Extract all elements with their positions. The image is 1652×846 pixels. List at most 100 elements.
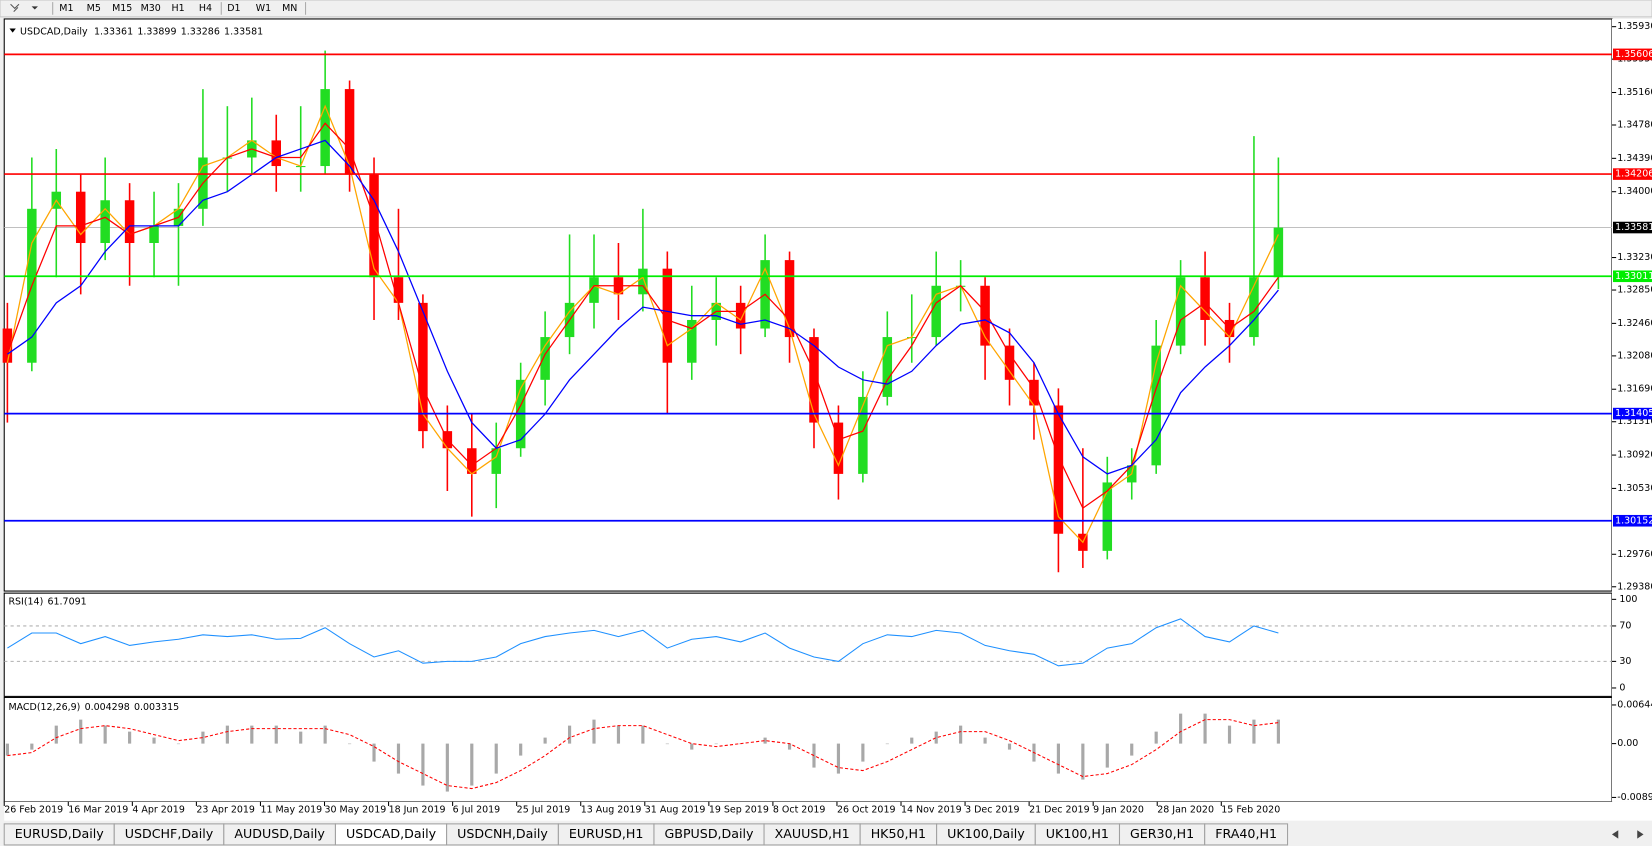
macd-bar [665,743,669,745]
level-label: 1.35606 [1615,49,1652,60]
y-tick-label: 1.32080 [1617,350,1652,361]
tab[interactable]: FRA40,H1 [1204,823,1289,846]
timeframe-button[interactable]: H1 [171,3,184,14]
tab-scroll[interactable] [1611,830,1644,839]
timeframe-button[interactable]: M1 [59,3,73,14]
toolbar-icon[interactable] [10,3,20,12]
y-tick-label: 1.34000 [1617,186,1652,197]
x-tick-label: 28 Jan 2020 [1157,805,1214,816]
timeframe-button[interactable]: H4 [199,3,212,14]
timeframe-button[interactable]: M30 [141,3,161,14]
candle-body [467,448,477,474]
tab[interactable]: USDCNH,Daily [446,823,559,846]
candle-body [271,140,281,167]
tab[interactable]: GER30,H1 [1118,823,1206,846]
candle-body [784,260,795,338]
level-label-bg [1613,407,1652,420]
candle-body [1200,277,1210,320]
tab-bg [1204,823,1289,846]
macd-bar [641,725,645,744]
macd-bar [836,743,841,774]
macd-bar [1179,713,1183,744]
level-label: 1.34206 [1615,169,1652,180]
macd-bar [54,725,58,744]
tab[interactable]: USDCHF,Daily [113,823,225,846]
tab[interactable]: AUDUSD,Daily [223,823,336,846]
x-tick-label: 4 Apr 2019 [132,805,185,816]
macd-bar [372,743,376,762]
macd-bar [323,725,327,744]
candle-body [75,191,86,244]
toolbar-dropdown[interactable] [31,6,38,10]
candle-body [1004,345,1015,380]
tab-label[interactable]: UK100,Daily [947,826,1025,841]
tab[interactable]: USDCAD,Daily [334,823,448,846]
y-tick-label: 1.34390 [1617,153,1652,164]
macd-bar [128,731,132,744]
tab-label[interactable]: AUDUSD,Daily [234,826,325,841]
candle-body [100,200,110,244]
y-tick-label: 0 [1619,682,1625,693]
tab-label[interactable]: GER30,H1 [1130,826,1194,841]
macd-bar [79,719,83,744]
header-triangle[interactable] [9,28,16,33]
x-tick-label: 3 Dec 2019 [965,805,1019,816]
rsi-last: 61.7091 [47,596,86,607]
tab[interactable]: XAUUSD,H1 [763,823,861,846]
rsi-line [7,618,1279,667]
x-tick-label: 21 Dec 2019 [1029,805,1090,816]
candle-body [1273,227,1284,278]
timeframe-button[interactable]: M5 [87,3,101,14]
macd-header: MACD(12,26,9) 0.004298 0.003315 [8,701,179,712]
tab-label[interactable]: GBPUSD,Daily [665,826,755,841]
candle-body [1029,379,1039,406]
timeframe-button[interactable]: D1 [227,3,240,14]
candle-body [833,422,844,474]
tab[interactable]: EURUSD,Daily [3,823,115,846]
tab[interactable]: UK100,H1 [1034,823,1121,846]
y-tick-label: 1.35160 [1617,87,1652,98]
macd-bar [714,743,718,745]
candle-body [149,225,159,244]
chart-header: USDCAD,Daily 1.33361 1.33899 1.33286 1.33581 [20,26,263,37]
y-tick-label: 0.006448 [1617,699,1652,710]
candle-body [491,448,501,474]
x-tick-label: 15 Feb 2020 [1221,805,1280,816]
timeframe-button[interactable]: M15 [112,3,132,14]
tab-label[interactable]: EURUSD,H1 [569,826,644,841]
candle-body [809,337,819,423]
macd-bar [30,743,34,750]
tab-label[interactable]: USDCAD,Daily [346,826,437,841]
candle-body [540,337,550,380]
macd-bar [1007,743,1012,750]
timeframe-button[interactable]: W1 [256,3,271,14]
quote-high: 1.33899 [137,26,176,37]
x-tick-label: 25 Jul 2019 [517,805,571,816]
tab-label[interactable]: EURUSD,Daily [15,826,104,841]
tab[interactable]: UK100,Daily [936,823,1036,846]
level-label-bg [1613,168,1652,180]
y-tick-label: 30 [1619,656,1631,667]
macd-bar [225,725,229,744]
tab[interactable]: HK50,H1 [859,823,938,846]
tab-label[interactable]: XAUUSD,H1 [775,826,850,841]
candle-body [418,302,428,432]
tab-label[interactable]: HK50,H1 [871,826,926,841]
timeframe-button[interactable]: MN [282,3,297,14]
y-tick-label: 1.32850 [1617,285,1652,296]
macd-bar [421,743,425,786]
tab-label[interactable]: UK100,H1 [1046,826,1109,841]
tab[interactable]: EURUSD,H1 [557,823,655,846]
candle-body [1102,482,1113,551]
tab-label[interactable]: USDCNH,Daily [457,826,548,841]
tab-label[interactable]: USDCHF,Daily [125,826,214,841]
x-tick-label: 14 Nov 2019 [901,805,962,816]
tab-label[interactable]: FRA40,H1 [1215,826,1277,841]
candle-body [320,89,330,167]
candle-body [1053,405,1064,534]
toolbar [0,0,1652,18]
moving-average [6,104,1279,544]
tab[interactable]: GBPUSD,Daily [653,823,765,846]
quote-close: 1.33581 [224,26,263,37]
